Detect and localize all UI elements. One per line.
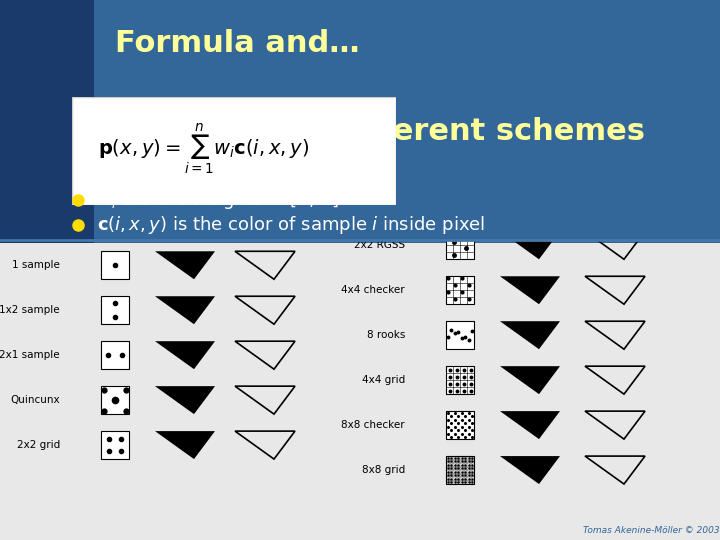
Text: 2x1 sample: 2x1 sample <box>0 350 60 360</box>
Text: $\mathbf{p}(x,y) = \sum_{i=1}^{n} w_i \mathbf{c}(i,x,y)$: $\mathbf{p}(x,y) = \sum_{i=1}^{n} w_i \m… <box>98 122 310 177</box>
Bar <box>101 341 129 369</box>
Text: examples of different schemes: examples of different schemes <box>115 117 645 146</box>
Text: 2x2 grid: 2x2 grid <box>17 440 60 450</box>
Bar <box>446 366 474 394</box>
Text: 4x4 checker: 4x4 checker <box>341 285 405 295</box>
Polygon shape <box>155 251 215 279</box>
Text: 8x8 grid: 8x8 grid <box>361 465 405 475</box>
Bar <box>101 296 129 324</box>
Bar <box>446 456 474 484</box>
FancyBboxPatch shape <box>0 0 94 243</box>
Polygon shape <box>155 386 215 414</box>
Text: Quincunx: Quincunx <box>10 395 60 405</box>
Bar <box>446 231 474 259</box>
Polygon shape <box>500 366 560 394</box>
Polygon shape <box>500 456 560 484</box>
Text: 8x8 checker: 8x8 checker <box>341 420 405 430</box>
Bar <box>446 321 474 349</box>
Polygon shape <box>500 276 560 304</box>
Text: $w_i$ are the weights in [0, 1]: $w_i$ are the weights in [0, 1] <box>97 190 339 212</box>
Text: $\mathbf{c}(i,x,y)$ is the color of sample $i$ inside pixel: $\mathbf{c}(i,x,y)$ is the color of samp… <box>97 214 485 236</box>
FancyBboxPatch shape <box>72 97 396 205</box>
Polygon shape <box>155 296 215 324</box>
Text: 2x2 RGSS: 2x2 RGSS <box>354 240 405 251</box>
Polygon shape <box>500 231 560 259</box>
Bar <box>446 411 474 439</box>
Bar <box>101 251 129 279</box>
Bar <box>101 431 129 459</box>
Polygon shape <box>500 411 560 439</box>
Bar <box>446 276 474 304</box>
Polygon shape <box>155 431 215 459</box>
Text: 1 sample: 1 sample <box>12 260 60 271</box>
FancyBboxPatch shape <box>94 0 720 243</box>
Polygon shape <box>500 321 560 349</box>
Bar <box>101 386 129 414</box>
Text: 1x2 sample: 1x2 sample <box>0 305 60 315</box>
Text: 8 rooks: 8 rooks <box>366 330 405 340</box>
Text: Tomas Akenine-Möller © 2003: Tomas Akenine-Möller © 2003 <box>583 526 720 535</box>
Text: Formula and…: Formula and… <box>115 29 360 58</box>
Polygon shape <box>155 341 215 369</box>
Text: 4x4 grid: 4x4 grid <box>361 375 405 385</box>
